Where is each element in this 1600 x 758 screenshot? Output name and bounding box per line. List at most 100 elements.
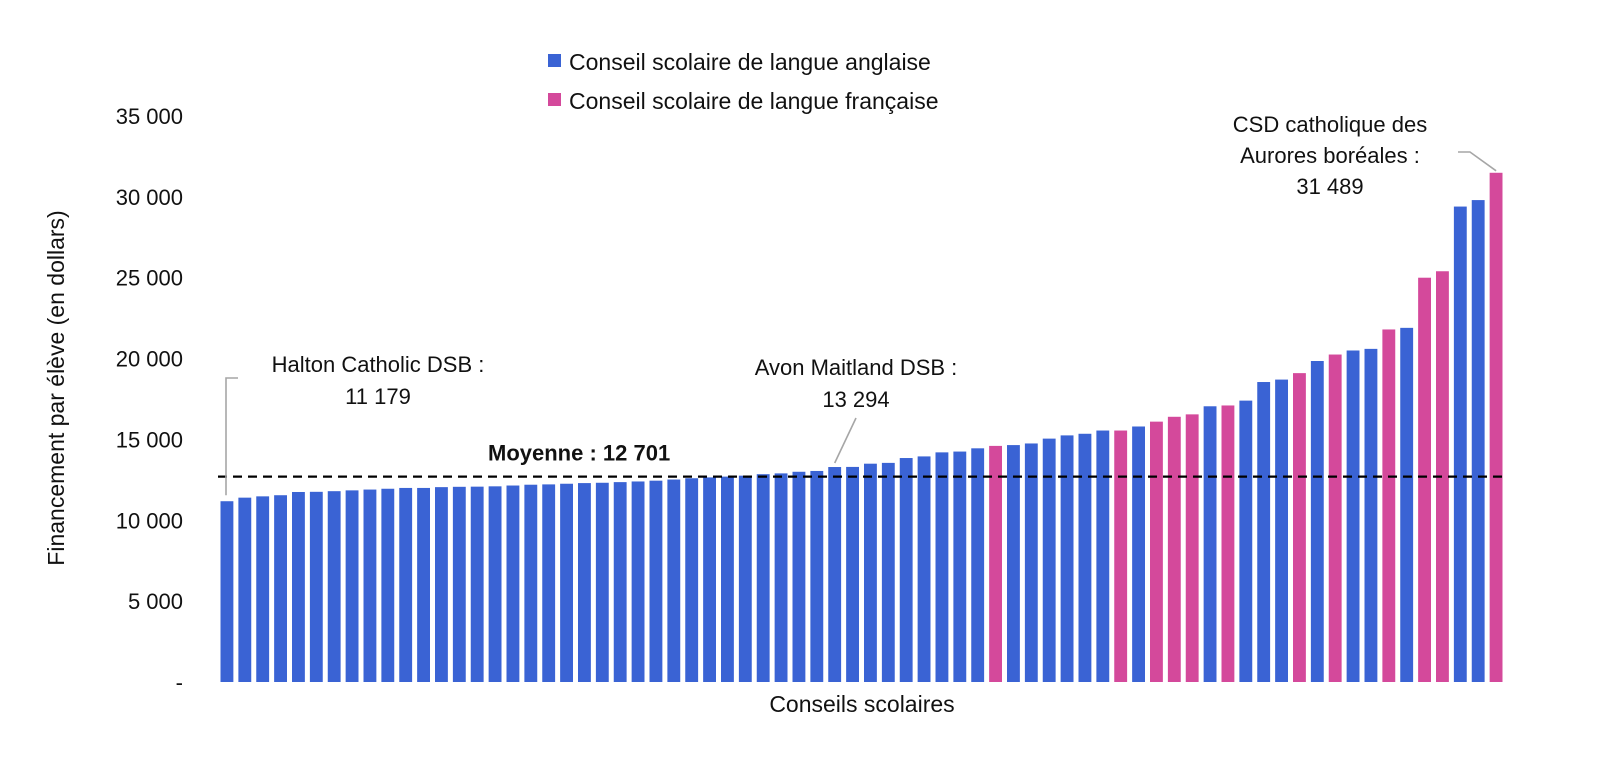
- bar-4: [274, 495, 287, 682]
- bar-69: [1436, 271, 1449, 682]
- bar-60: [1275, 379, 1288, 682]
- bar-24: [631, 481, 645, 682]
- legend: Conseil scolaire de langue anglaise Cons…: [548, 49, 939, 114]
- bar-7: [327, 491, 341, 682]
- bar-70: [1453, 206, 1467, 682]
- bar-26: [667, 479, 681, 682]
- bar-35: [828, 467, 842, 682]
- annotation-3-leader: [1458, 151, 1497, 172]
- bar-40: [917, 456, 931, 682]
- y-tick-label: 10 000: [116, 508, 183, 533]
- annotation-3-line-3: 31 489: [1296, 174, 1363, 199]
- bar-20: [560, 483, 573, 682]
- bar-8: [345, 490, 359, 682]
- bar-3: [256, 496, 270, 682]
- bar-52: [1132, 426, 1145, 682]
- bar-22: [595, 482, 609, 682]
- bar-37: [864, 463, 877, 682]
- bar-43: [971, 448, 985, 682]
- bar-30: [738, 475, 752, 682]
- mean-label: Moyenne : 12 701: [488, 441, 670, 466]
- bar-65: [1364, 348, 1378, 682]
- annotation-3-line-1: CSD catholique des: [1233, 112, 1427, 137]
- y-tick-label: -: [176, 670, 183, 695]
- bar-1: [220, 501, 234, 682]
- annotations: Halton Catholic DSB : 11 179 Avon Maitland…: [225, 112, 1497, 496]
- bar-67: [1400, 327, 1414, 682]
- legend-swatch-french: [548, 93, 561, 106]
- bar-45: [1007, 445, 1020, 682]
- bar-23: [613, 482, 627, 682]
- bar-12: [417, 487, 430, 682]
- bar-57: [1221, 405, 1235, 682]
- bar-21: [578, 483, 591, 682]
- bar-66: [1382, 329, 1396, 682]
- bar-10: [381, 488, 395, 682]
- bar-31: [756, 474, 770, 682]
- bar-48: [1060, 435, 1074, 682]
- annotation-2-leader: [833, 417, 857, 464]
- y-tick-label: 15 000: [116, 427, 183, 452]
- bar-38: [881, 462, 895, 682]
- y-tick-label: 5 000: [128, 589, 183, 614]
- bar-49: [1078, 433, 1092, 682]
- bar-16: [488, 486, 502, 682]
- bar-25: [649, 480, 663, 682]
- bar-47: [1042, 438, 1056, 682]
- bar-41: [935, 452, 949, 682]
- annotation-1-line-2: 11 179: [345, 384, 411, 409]
- bar-39: [899, 458, 913, 682]
- annotation-2-line-2: 13 294: [822, 387, 889, 412]
- bar-51: [1114, 430, 1128, 682]
- bar-62: [1310, 361, 1324, 682]
- bar-50: [1096, 430, 1110, 682]
- bar-56: [1203, 406, 1217, 682]
- bar-29: [721, 476, 734, 682]
- bar-27: [685, 478, 699, 682]
- bar-36: [846, 466, 859, 682]
- bar-58: [1239, 400, 1253, 682]
- bar-13: [435, 487, 448, 682]
- bar-53: [1150, 421, 1163, 682]
- bars: [220, 172, 1503, 682]
- legend-label-english: Conseil scolaire de langue anglaise: [569, 49, 931, 75]
- mean-line-group: Moyenne : 12 701: [218, 441, 1505, 478]
- bar-11: [399, 487, 413, 682]
- annotation-3-line-2: Aurores boréales :: [1240, 143, 1420, 168]
- y-axis-ticks: - 5 000 10 000 15 000 20 000 25 000 30 000 35 0…: [116, 104, 183, 695]
- bar-63: [1328, 354, 1342, 682]
- bar-19: [542, 484, 556, 682]
- bar-32: [774, 473, 788, 682]
- bar-68: [1418, 277, 1431, 682]
- y-tick-label: 20 000: [116, 347, 183, 372]
- bar-14: [452, 486, 466, 682]
- bar-71: [1471, 200, 1485, 682]
- bar-17: [506, 485, 520, 682]
- bar-54: [1167, 416, 1181, 682]
- legend-label-french: Conseil scolaire de langue française: [569, 88, 939, 114]
- bar-34: [810, 470, 824, 682]
- bar-46: [1024, 443, 1038, 682]
- bar-18: [524, 484, 538, 682]
- bar-6: [309, 491, 323, 682]
- bar-9: [363, 489, 377, 682]
- bar-44: [989, 445, 1002, 682]
- y-tick-label: 30 000: [116, 185, 183, 210]
- annotation-2-line-1: Avon Maitland DSB :: [755, 355, 958, 380]
- bar-59: [1257, 382, 1271, 682]
- bar-72: [1489, 172, 1503, 682]
- legend-swatch-english: [548, 54, 561, 67]
- y-tick-label: 35 000: [116, 104, 183, 129]
- x-axis-title: Conseils scolaires: [769, 691, 954, 717]
- bar-33: [792, 471, 806, 682]
- bar-55: [1185, 414, 1199, 682]
- bar-64: [1346, 350, 1360, 682]
- bar-15: [470, 486, 484, 682]
- bar-5: [292, 491, 305, 682]
- bar-61: [1293, 373, 1306, 682]
- y-axis-title: Financement par élève (en dollars): [43, 210, 69, 565]
- bar-28: [703, 477, 716, 682]
- bar-42: [953, 451, 967, 682]
- bar-2: [238, 497, 252, 682]
